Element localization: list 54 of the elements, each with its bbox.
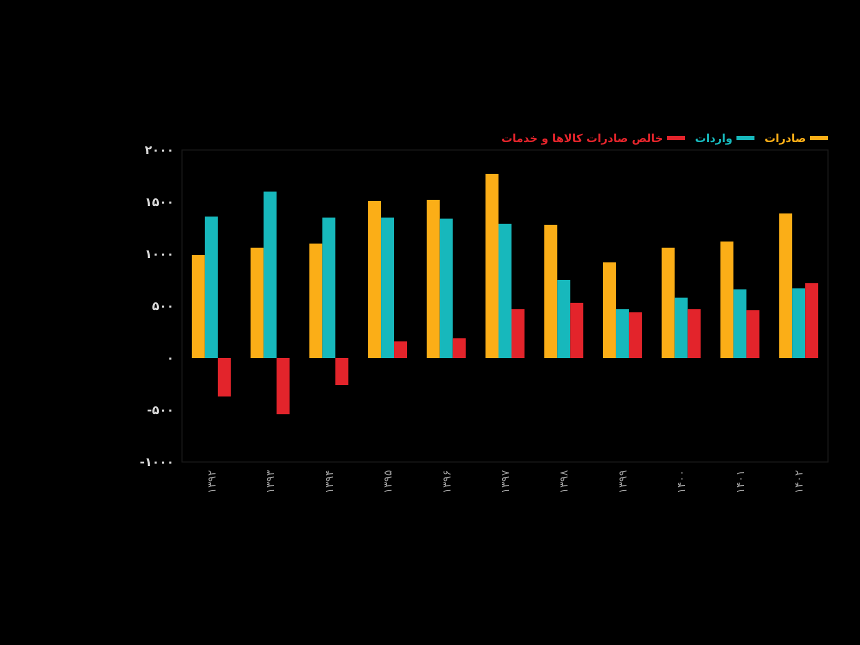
bar (264, 192, 277, 358)
y-tick-label: -۱۰۰۰ (140, 455, 174, 469)
x-tick-label: ۱۳۹۹ (616, 470, 630, 494)
legend-label: خالص صادرات کالاها و خدمات (501, 132, 664, 145)
bar (426, 200, 440, 358)
x-tick-label: ۱۳۹۸ (558, 470, 571, 494)
bar (557, 280, 570, 358)
bar (792, 288, 806, 358)
bar (688, 309, 701, 358)
x-tick-label: ۱۴۰۱ (734, 470, 747, 494)
y-tick-label: ۰ (166, 351, 174, 365)
x-tick-label: ۱۴۰۲ (792, 470, 806, 494)
y-tick-label: ۵۰۰ (152, 299, 174, 313)
bar (779, 213, 792, 358)
x-tick-label: ۱۳۹۶ (440, 470, 454, 494)
bar (204, 216, 218, 358)
bar (720, 242, 734, 358)
bar (674, 298, 688, 358)
y-tick-label: ۱۰۰۰ (144, 247, 174, 261)
legend-label: صادرات (764, 132, 806, 145)
bar (805, 283, 818, 358)
bar (394, 341, 408, 358)
bar (602, 262, 616, 358)
bar (440, 218, 453, 358)
bar (733, 289, 746, 358)
x-tick-label: ۱۴۰۰ (675, 470, 688, 494)
bar (746, 310, 760, 358)
bar (616, 309, 629, 358)
bar (570, 302, 584, 358)
bar (486, 174, 498, 358)
bar (368, 200, 382, 358)
x-tick-label: ۱۳۹۴ (322, 470, 336, 494)
legend-label: واردات (695, 132, 733, 145)
bar (498, 224, 512, 358)
bar (512, 309, 524, 358)
y-tick-label: ۱۵۰۰ (144, 195, 174, 209)
y-tick-label: -۵۰۰ (147, 403, 174, 417)
bar (628, 312, 642, 358)
x-tick-label: ۱۳۹۲ (205, 470, 218, 494)
y-tick-label: ۲۰۰۰ (144, 143, 174, 157)
bar (452, 338, 466, 358)
bar (322, 218, 336, 358)
bar (544, 224, 558, 358)
bar (381, 218, 394, 358)
bar (218, 358, 231, 396)
bar (335, 358, 348, 386)
bar (250, 248, 264, 358)
bar (662, 248, 675, 358)
bar (309, 244, 322, 358)
x-tick-label: ۱۳۹۷ (499, 470, 512, 494)
bar (192, 255, 205, 358)
bar (276, 358, 290, 414)
x-tick-label: ۱۳۹۳ (264, 470, 278, 494)
x-tick-label: ۱۳۹۵ (382, 470, 395, 494)
